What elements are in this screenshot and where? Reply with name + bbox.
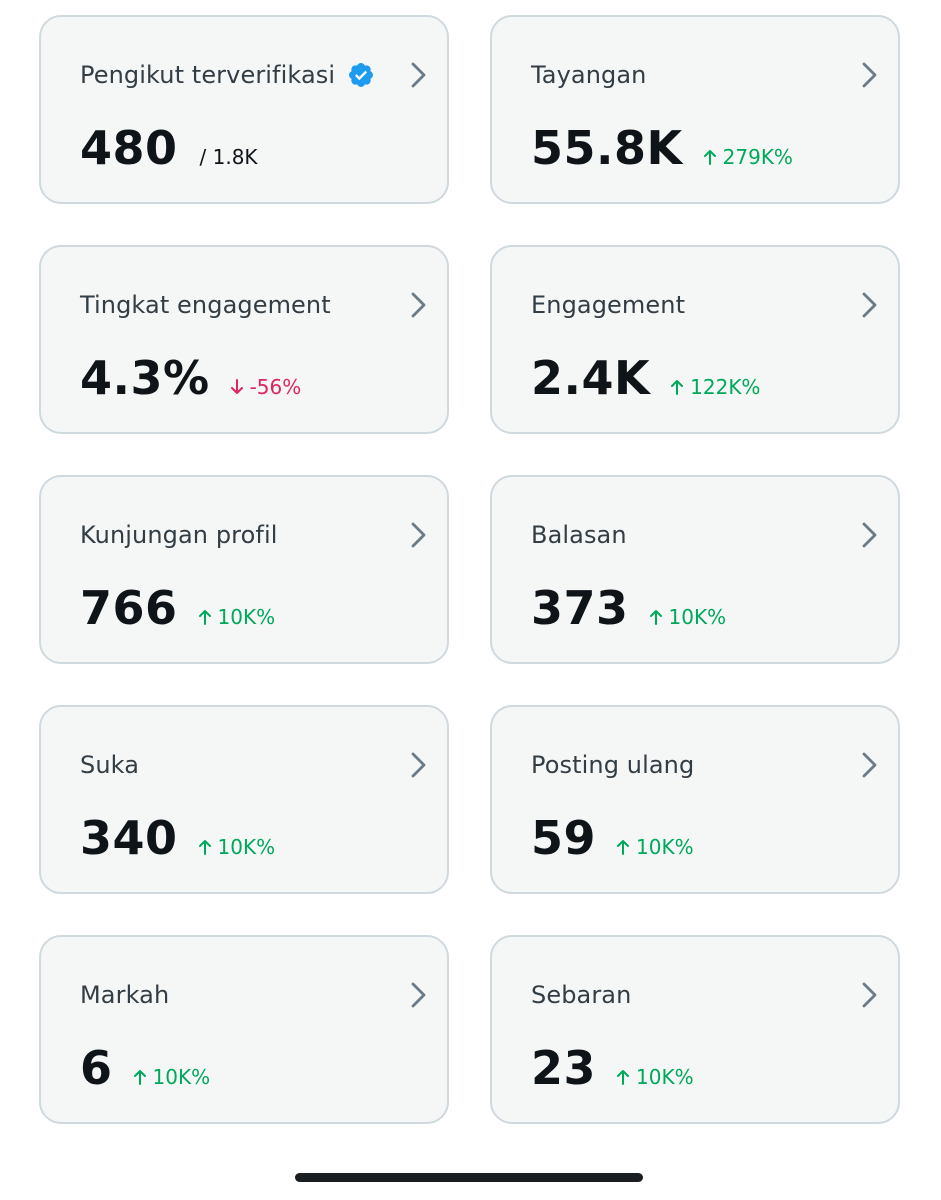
value-row: 4.3% -56% [80,351,301,405]
value-row: 480 / 1.8K [80,121,258,175]
metric-change-text: 10K% [636,1065,694,1089]
verified-badge-icon [349,63,374,87]
card-title-text: Markah [80,981,170,1009]
metric-card-reposts[interactable]: Posting ulang 59 10K% [490,705,900,894]
chevron-right-icon[interactable] [408,60,430,90]
metric-card-replies[interactable]: Balasan 373 10K% [490,475,900,664]
card-title-text: Posting ulang [531,751,695,779]
chevron-right-icon[interactable] [408,980,430,1010]
card-title-text: Suka [80,751,140,779]
metrics-grid: Pengikut terverifikasi 480 / 1.8K Tayang… [39,15,900,1124]
metric-card-engagement-rate[interactable]: Tingkat engagement 4.3% -56% [39,245,449,434]
arrow-up-icon [617,1070,630,1085]
card-title: Balasan [531,521,627,549]
chevron-right-icon[interactable] [408,290,430,320]
metric-card-bookmarks[interactable]: Markah 6 10K% [39,935,449,1124]
metric-value: 2.4K [531,351,651,405]
chevron-right-icon[interactable] [859,290,881,320]
arrow-up-icon [133,1070,146,1085]
card-title-text: Engagement [531,291,686,319]
chevron-right-icon[interactable] [859,60,881,90]
arrow-up-icon [703,150,716,165]
value-row: 6 10K% [80,1041,210,1095]
metric-card-likes[interactable]: Suka 340 10K% [39,705,449,894]
metric-change-text: 122K% [690,375,761,399]
value-row: 373 10K% [531,581,726,635]
metric-value: 4.3% [80,351,210,405]
card-title: Kunjungan profil [80,521,277,549]
metric-value: 766 [80,581,178,635]
value-row: 2.4K 122K% [531,351,760,405]
chevron-right-icon[interactable] [859,520,881,550]
card-title-text: Kunjungan profil [80,521,278,549]
chevron-right-icon[interactable] [408,520,430,550]
card-title-text: Tingkat engagement [80,291,331,319]
metric-change: 122K% [670,375,760,399]
arrow-down-icon [230,379,243,394]
card-title: Pengikut terverifikasi [80,61,375,89]
metric-change: 10K% [133,1065,211,1089]
card-title: Suka [80,751,139,779]
card-title: Markah [80,981,169,1009]
card-title-text: Tayangan [531,61,647,89]
arrow-up-icon [198,840,211,855]
card-title-text: Pengikut terverifikasi [80,61,336,89]
arrow-up-icon [198,610,211,625]
metric-change: 10K% [198,605,276,629]
metric-change-text: 10K% [636,835,694,859]
metric-change-text: 10K% [152,1065,211,1089]
metric-card-verified-followers[interactable]: Pengikut terverifikasi 480 / 1.8K [39,15,449,204]
metric-change: -56% [230,375,302,399]
value-row: 55.8K 279K% [531,121,793,175]
home-indicator[interactable] [295,1173,643,1182]
value-row: 59 10K% [531,811,694,865]
metric-value: 480 [80,121,178,175]
metric-change-text: 10K% [217,835,276,859]
metric-value: 59 [531,811,597,865]
metric-card-impressions[interactable]: Tayangan 55.8K 279K% [490,15,900,204]
metric-change-text: -56% [249,375,302,399]
card-title: Posting ulang [531,751,694,779]
card-title-text: Sebaran [531,981,632,1009]
arrow-up-icon [671,380,684,395]
metric-card-engagement[interactable]: Engagement 2.4K 122K% [490,245,900,434]
chevron-right-icon[interactable] [859,750,881,780]
value-row: 766 10K% [80,581,275,635]
metric-change: 279K% [703,145,793,169]
metric-value: 373 [531,581,629,635]
card-title: Engagement [531,291,685,319]
value-row: 340 10K% [80,811,275,865]
chevron-right-icon[interactable] [859,980,881,1010]
metric-change: 10K% [616,1065,694,1089]
metric-card-profile-visits[interactable]: Kunjungan profil 766 10K% [39,475,449,664]
metric-change-text: 10K% [668,605,727,629]
value-row: 23 10K% [531,1041,694,1095]
card-title: Tayangan [531,61,646,89]
metric-change: 10K% [616,835,694,859]
metric-change-text: 279K% [722,145,793,169]
metric-change: 10K% [198,835,276,859]
metric-value: 340 [80,811,178,865]
metric-value: 55.8K [531,121,683,175]
card-title: Tingkat engagement [80,291,331,319]
card-title-text: Balasan [531,521,627,549]
metric-card-shares[interactable]: Sebaran 23 10K% [490,935,900,1124]
card-title: Sebaran [531,981,631,1009]
metric-value: 23 [531,1041,597,1095]
chevron-right-icon[interactable] [408,750,430,780]
metric-total: / 1.8K [199,145,258,169]
metric-change-text: 10K% [217,605,276,629]
arrow-up-icon [617,840,630,855]
arrow-up-icon [649,610,662,625]
metric-value: 6 [80,1041,113,1095]
metric-change: 10K% [649,605,727,629]
